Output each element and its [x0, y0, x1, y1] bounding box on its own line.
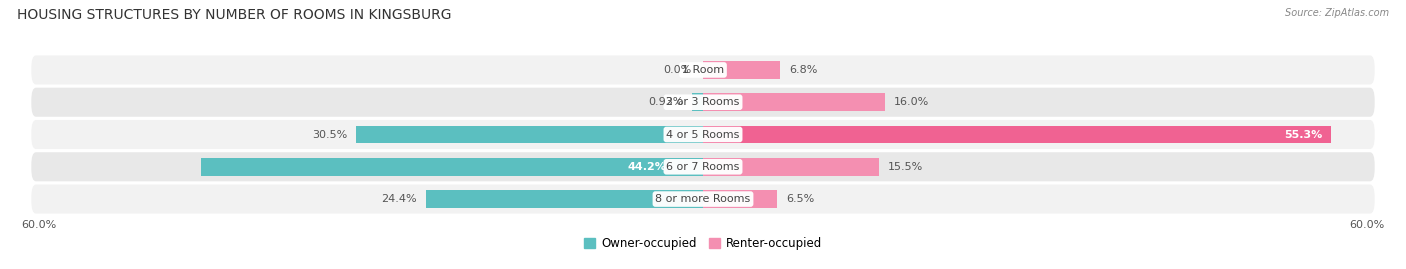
FancyBboxPatch shape — [31, 185, 1375, 214]
Text: 60.0%: 60.0% — [21, 220, 56, 230]
Bar — [692, 93, 703, 111]
Text: 4 or 5 Rooms: 4 or 5 Rooms — [666, 129, 740, 140]
Text: 8 or more Rooms: 8 or more Rooms — [655, 194, 751, 204]
Text: 6 or 7 Rooms: 6 or 7 Rooms — [666, 162, 740, 172]
Text: 55.3%: 55.3% — [1284, 129, 1323, 140]
Bar — [703, 126, 1331, 143]
Text: 1 Room: 1 Room — [682, 65, 724, 75]
Text: 2 or 3 Rooms: 2 or 3 Rooms — [666, 97, 740, 107]
Text: 30.5%: 30.5% — [312, 129, 347, 140]
Bar — [356, 126, 703, 143]
Bar — [703, 93, 884, 111]
Text: 44.2%: 44.2% — [627, 162, 666, 172]
FancyBboxPatch shape — [31, 55, 1375, 84]
Text: Source: ZipAtlas.com: Source: ZipAtlas.com — [1285, 8, 1389, 18]
Text: 16.0%: 16.0% — [894, 97, 929, 107]
Bar — [703, 158, 879, 176]
Text: 6.5%: 6.5% — [786, 194, 814, 204]
Bar — [426, 190, 703, 208]
Bar — [703, 61, 780, 79]
Bar — [703, 190, 778, 208]
Text: 6.8%: 6.8% — [789, 65, 818, 75]
Text: 60.0%: 60.0% — [1350, 220, 1385, 230]
FancyBboxPatch shape — [31, 152, 1375, 181]
Text: 0.0%: 0.0% — [664, 65, 692, 75]
Text: 24.4%: 24.4% — [381, 194, 416, 204]
FancyBboxPatch shape — [31, 88, 1375, 117]
FancyBboxPatch shape — [31, 120, 1375, 149]
Legend: Owner-occupied, Renter-occupied: Owner-occupied, Renter-occupied — [579, 232, 827, 254]
Text: HOUSING STRUCTURES BY NUMBER OF ROOMS IN KINGSBURG: HOUSING STRUCTURES BY NUMBER OF ROOMS IN… — [17, 8, 451, 22]
Text: 15.5%: 15.5% — [889, 162, 924, 172]
Text: 0.93%: 0.93% — [648, 97, 683, 107]
Bar — [201, 158, 703, 176]
